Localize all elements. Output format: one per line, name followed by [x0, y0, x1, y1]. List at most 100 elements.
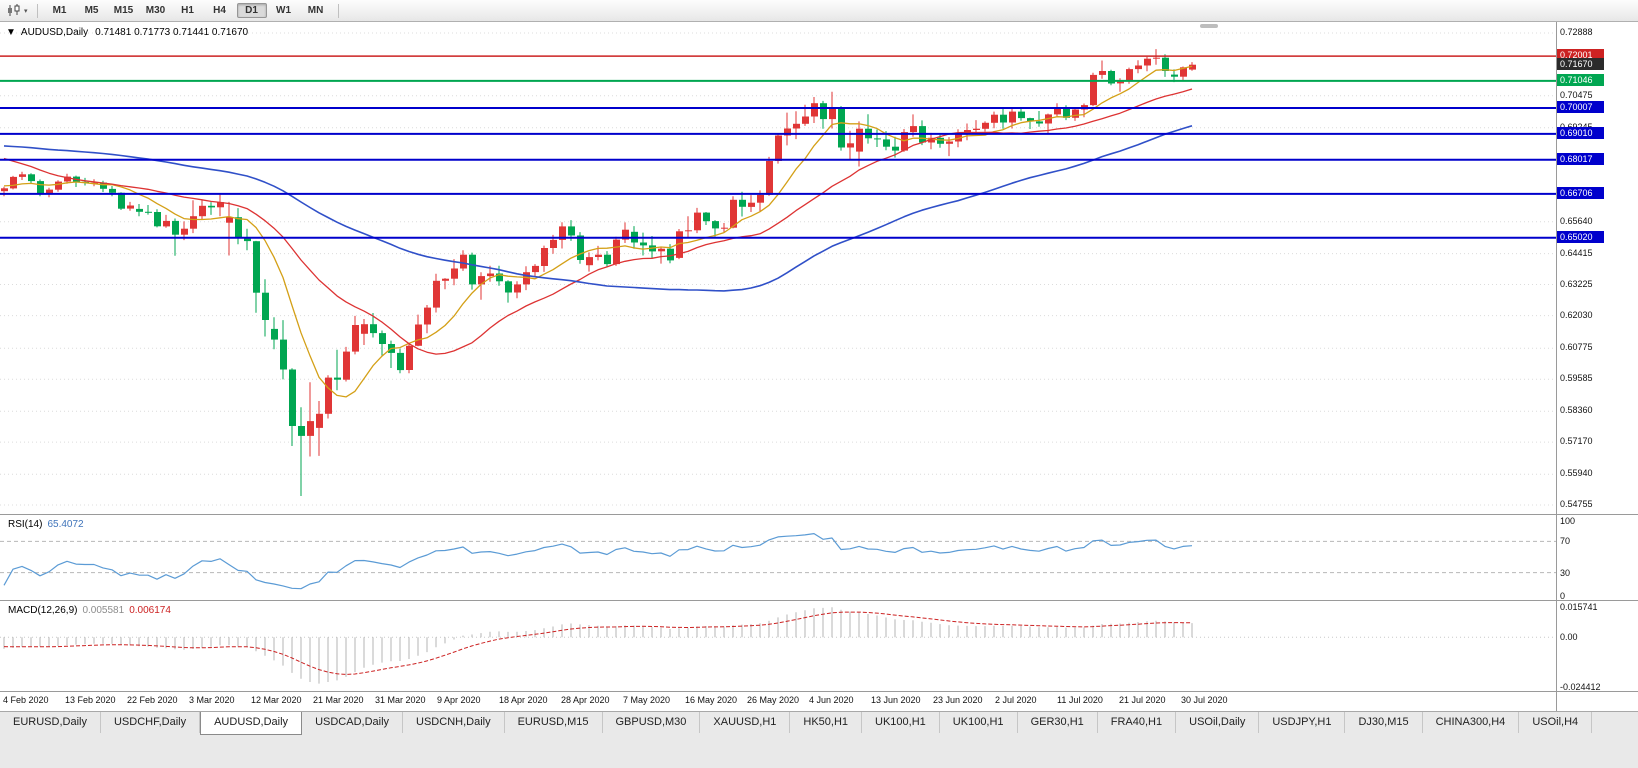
- chart-ohlc-values: 0.71481 0.71773 0.71441 0.71670: [95, 27, 249, 38]
- time-axis-label: 21 Jul 2020: [1119, 695, 1166, 705]
- price-axis-tick: 0.70475: [1560, 89, 1593, 100]
- rsi-chart[interactable]: [0, 515, 1556, 600]
- toolbar-separator: [36, 3, 38, 18]
- chart-tab-xauusd-h1[interactable]: XAUUSD,H1: [700, 712, 791, 733]
- time-axis-label: 31 Mar 2020: [375, 695, 426, 705]
- chart-title: ▼ AUDUSD,Daily 0.71481 0.71773 0.71441 0.7…: [6, 27, 248, 38]
- level-price-label: 0.68017: [1557, 152, 1604, 165]
- price-axis-tick: 0.55940: [1560, 468, 1593, 479]
- current-price-label: 0.71670: [1557, 57, 1604, 70]
- chart-tab-usdchf-daily[interactable]: USDCHF,Daily: [100, 712, 201, 733]
- chart-tab-fra40-h1[interactable]: FRA40,H1: [1097, 712, 1177, 733]
- toolbar-separator: [337, 3, 339, 18]
- time-axis-label: 23 Jun 2020: [933, 695, 983, 705]
- rsi-axis-tick: 0: [1560, 591, 1566, 601]
- timeframe-button-m15[interactable]: M15: [113, 5, 134, 16]
- time-axis-label: 4 Feb 2020: [3, 695, 49, 705]
- price-axis-tick: 0.62030: [1560, 309, 1593, 320]
- timeframe-button-d1[interactable]: D1: [236, 3, 267, 18]
- time-axis-label: 3 Mar 2020: [189, 695, 235, 705]
- price-axis-tick: 0.65640: [1560, 215, 1593, 226]
- chart-tab-gbpusd-m30[interactable]: GBPUSD,M30: [602, 712, 701, 733]
- candlestick-glyph: [8, 4, 20, 16]
- time-axis-label: 9 Apr 2020: [437, 695, 481, 705]
- time-axis-label: 13 Feb 2020: [65, 695, 116, 705]
- time-axis-label: 21 Mar 2020: [313, 695, 364, 705]
- timeframe-button-h1[interactable]: H1: [181, 5, 194, 16]
- timeframe-button-h4[interactable]: H4: [213, 5, 226, 16]
- chart-tab-china300-h4[interactable]: CHINA300,H4: [1422, 712, 1520, 733]
- macd-axis-tick: 0.015741: [1560, 602, 1598, 612]
- rsi-indicator-pane[interactable]: [0, 515, 1556, 600]
- chart-tab-usoil-h4[interactable]: USOil,H4: [1519, 712, 1593, 733]
- price-axis-tick: 0.72888: [1560, 27, 1593, 37]
- price-axis-tick: 0.54755: [1560, 499, 1593, 509]
- chart-tab-uk100-h1[interactable]: UK100,H1: [862, 712, 940, 733]
- time-axis-label: 30 Jul 2020: [1181, 695, 1228, 705]
- chart-hscrollbar-thumb[interactable]: [1200, 24, 1218, 28]
- price-axis-tick: 0.60775: [1560, 342, 1593, 353]
- chart-tab-eurusd-m15[interactable]: EURUSD,M15: [504, 712, 603, 733]
- time-axis-label: 18 Apr 2020: [499, 695, 548, 705]
- pane-separator: [0, 691, 1638, 692]
- timeframe-button-m30[interactable]: M30: [145, 5, 166, 16]
- chart-collapse-icon[interactable]: ▼: [6, 27, 16, 38]
- level-price-label: 0.71046: [1557, 73, 1604, 86]
- level-price-label: 0.70007: [1557, 100, 1604, 113]
- macd-name: MACD(12,26,9): [8, 605, 78, 616]
- candlestick-chart-type-icon[interactable]: [4, 3, 24, 19]
- timeframe-button-m1[interactable]: M1: [52, 5, 67, 16]
- macd-signal-value: 0.006174: [129, 605, 171, 616]
- time-axis-label: 11 Jul 2020: [1057, 695, 1103, 705]
- rsi-name: RSI(14): [8, 519, 43, 530]
- time-axis-label: 7 May 2020: [623, 695, 671, 705]
- rsi-axis-tick: 100: [1560, 516, 1576, 526]
- chart-tab-eurusd-daily[interactable]: EURUSD,Daily: [0, 712, 101, 733]
- time-axis-label: 12 Mar 2020: [251, 695, 302, 705]
- price-axis-tick: 0.59585: [1560, 373, 1593, 384]
- level-price-label: 0.69010: [1557, 126, 1604, 139]
- chart-tab-hk50-h1[interactable]: HK50,H1: [790, 712, 863, 733]
- macd-indicator-pane[interactable]: [0, 601, 1556, 691]
- chart-tab-dj30-m15[interactable]: DJ30,M15: [1345, 712, 1423, 733]
- macd-indicator-label: MACD(12,26,9) 0.005581 0.006174: [8, 605, 171, 616]
- level-price-label: 0.66706: [1557, 186, 1604, 199]
- rsi-indicator-label: RSI(14) 65.4072: [8, 519, 84, 530]
- timeframe-button-w1[interactable]: W1: [276, 5, 292, 16]
- candlestick-chart[interactable]: [0, 22, 1556, 514]
- macd-axis-tick: 0.00: [1560, 632, 1578, 643]
- chart-tab-usoil-daily[interactable]: USOil,Daily: [1176, 712, 1260, 733]
- pane-separator[interactable]: [0, 600, 1638, 601]
- timeframe-button-mn[interactable]: MN: [307, 5, 324, 16]
- price-axis-tick: 0.57170: [1560, 436, 1593, 447]
- chart-type-dropdown-icon[interactable]: ▾: [24, 7, 28, 15]
- chart-tab-usdcad-daily[interactable]: USDCAD,Daily: [302, 712, 404, 733]
- chart-tab-ger30-h1[interactable]: GER30,H1: [1017, 712, 1098, 733]
- price-axis-tick: 0.63225: [1560, 278, 1593, 289]
- chart-tab-usdjpy-h1[interactable]: USDJPY,H1: [1259, 712, 1346, 733]
- chart-tab-audusd-daily[interactable]: AUDUSD,Daily: [200, 712, 303, 735]
- timeframe-toolbar: ▾ M1 M5 M15 M30 H1 H4 D1 W1 MN: [0, 0, 1638, 22]
- chart-tab-usdcnh-daily[interactable]: USDCNH,Daily: [403, 712, 505, 733]
- chart-symbol-period: AUDUSD,Daily: [20, 27, 89, 38]
- time-axis-label: 28 Apr 2020: [561, 695, 610, 705]
- price-axis-tick: 0.58360: [1560, 405, 1593, 416]
- time-axis-label: 26 May 2020: [747, 695, 800, 705]
- time-axis-label: 13 Jun 2020: [871, 695, 921, 705]
- pane-separator[interactable]: [0, 514, 1638, 515]
- level-price-label: 0.65020: [1557, 230, 1604, 243]
- rsi-value: 65.4072: [47, 519, 84, 530]
- price-axis-tick: 0.64415: [1560, 247, 1593, 258]
- chart-tab-uk100-h1[interactable]: UK100,H1: [939, 712, 1018, 733]
- price-axis-tick: 0.69245: [1560, 122, 1593, 132]
- time-axis[interactable]: 4 Feb 2020 13 Feb 2020 22 Feb 2020 3 Mar 20…: [0, 692, 1638, 711]
- timeframe-button-m5[interactable]: M5: [84, 5, 99, 16]
- macd-chart[interactable]: [0, 601, 1556, 691]
- macd-axis-tick: -0.024412: [1560, 682, 1601, 692]
- rsi-axis-tick: 30: [1560, 567, 1571, 578]
- rsi-axis-tick: 70: [1560, 536, 1571, 547]
- time-axis-label: 2 Jul 2020: [995, 695, 1037, 705]
- time-axis-label: 4 Jun 2020: [809, 695, 854, 705]
- price-chart-pane[interactable]: [0, 22, 1556, 514]
